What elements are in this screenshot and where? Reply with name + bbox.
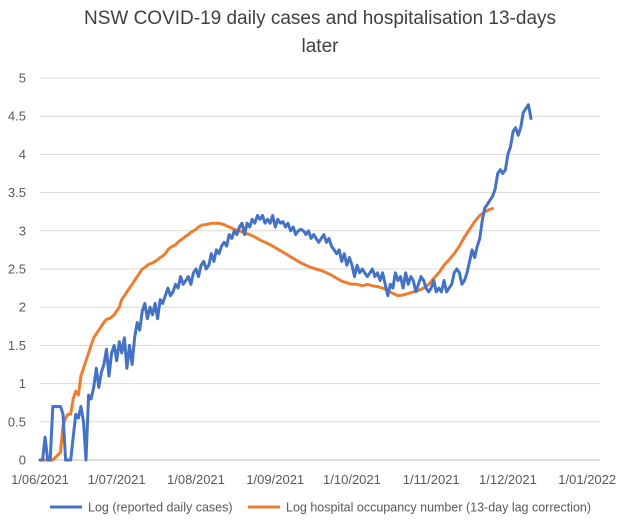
y-tick-label: 0.5 [8, 414, 26, 429]
chart-title-line-2: later [301, 36, 339, 57]
series-line-cases [38, 103, 533, 462]
y-tick-label: 4 [19, 147, 26, 162]
y-tick-label: 1.5 [8, 338, 26, 353]
y-tick-label: 5 [19, 71, 26, 86]
x-tick-label: 1/11/2021 [403, 472, 460, 487]
y-tick-label: 2.5 [8, 262, 26, 277]
y-tick-label: 2 [19, 300, 26, 315]
y-tick-label: 4.5 [8, 109, 26, 124]
series-line-hospital [38, 207, 495, 462]
x-tick-label: 1/07/2021 [88, 472, 146, 487]
y-tick-label: 3 [19, 223, 26, 238]
legend-hospital-label: Log hospital occupancy number (13-day la… [286, 501, 591, 515]
x-tick-label: 1/12/2021 [479, 472, 537, 487]
y-tick-label: 3.5 [8, 185, 26, 200]
x-tick-label: 1/10/2021 [323, 472, 381, 487]
legend-cases-label: Log (reported daily cases) [88, 501, 233, 515]
chart-title-line-1: NSW COVID-19 daily cases and hospitalisa… [83, 8, 557, 29]
x-tick-label: 1/06/2021 [11, 472, 69, 487]
x-tick-label: 1/01/2022 [558, 472, 616, 487]
x-tick-label: 1/08/2021 [167, 472, 225, 487]
y-tick-label: 1 [19, 376, 26, 391]
y-tick-label: 0 [19, 453, 26, 468]
x-tick-label: 1/09/2021 [246, 472, 304, 487]
